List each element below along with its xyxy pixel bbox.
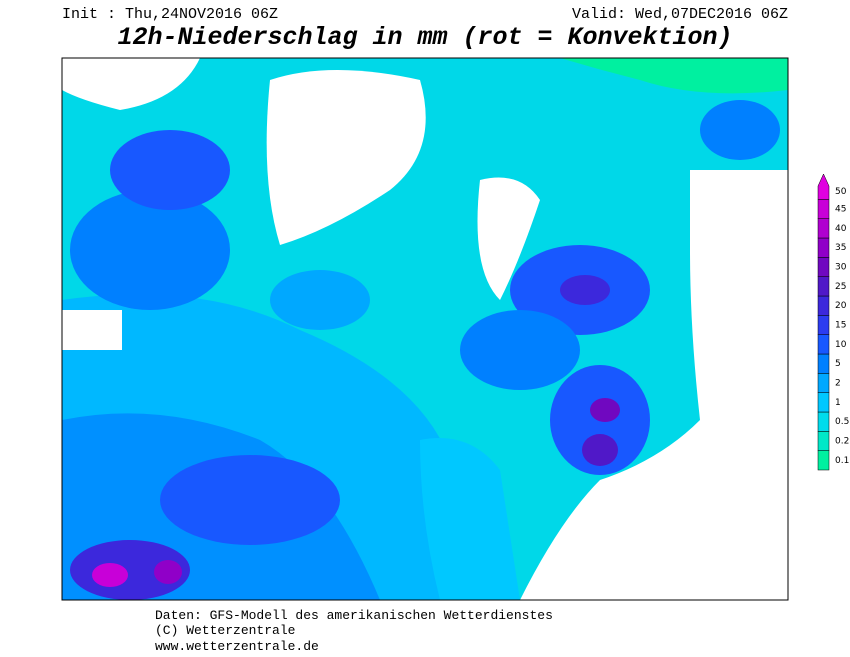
legend-swatch: [817, 450, 830, 471]
legend-label: 30: [835, 263, 847, 273]
legend-label: 0.2: [835, 437, 849, 447]
legend-swatch: [817, 237, 830, 258]
legend-swatch: [817, 173, 830, 200]
legend-label: 40: [835, 224, 847, 234]
legend-swatch: [817, 373, 830, 393]
legend-label: 5: [835, 359, 841, 369]
footer-source: Daten: GFS-Modell des amerikanischen Wet…: [155, 608, 553, 623]
legend-swatch: [817, 295, 830, 316]
legend-label: 1: [835, 398, 841, 408]
legend-label: 45: [835, 205, 846, 215]
legend-label: 2: [835, 379, 841, 389]
legend-swatch: [817, 334, 830, 355]
legend-swatch: [817, 199, 830, 219]
legend-swatch: [817, 218, 830, 239]
legend-swatch: [817, 353, 830, 374]
legend-label: 25: [835, 282, 846, 292]
footer-url: www.wetterzentrale.de: [155, 639, 319, 654]
legend-label: 0.5: [835, 417, 849, 427]
legend-label: 35: [835, 243, 846, 253]
legend-label: 15: [835, 321, 846, 331]
legend-swatch: [817, 315, 830, 335]
legend-swatch: [817, 276, 830, 297]
legend-swatch: [817, 257, 830, 277]
map: [61, 57, 789, 601]
valid-time: Valid: Wed,07DEC2016 06Z: [572, 6, 788, 23]
legend-label: 0.1: [835, 456, 849, 466]
legend-swatch: [817, 392, 830, 413]
init-time: Init : Thu,24NOV2016 06Z: [62, 6, 278, 23]
legend-swatch: [817, 411, 830, 432]
legend-label: 10: [835, 340, 847, 350]
legend-swatch: [817, 431, 830, 451]
footer-copyright: (C) Wetterzentrale: [155, 623, 295, 638]
legend-label: 20: [835, 301, 847, 311]
map-title: 12h-Niederschlag in mm (rot = Konvektion…: [117, 23, 732, 52]
legend-label: 50: [835, 187, 847, 197]
